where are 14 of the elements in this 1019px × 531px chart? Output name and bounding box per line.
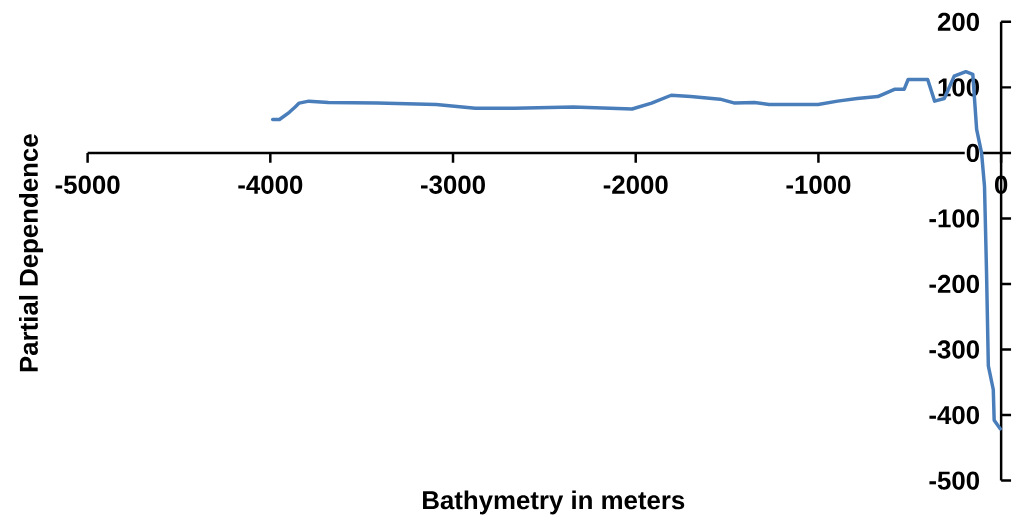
x-tick-label: -1000: [786, 175, 851, 194]
y-tick-label: -500: [929, 471, 980, 490]
y-tick-label: 200: [937, 12, 980, 31]
y-tick-label: 0: [966, 143, 980, 162]
y-axis-title: Partial Dependence: [18, 134, 44, 372]
y-tick-label: -100: [929, 209, 980, 228]
x-tick-label: -2000: [603, 175, 668, 194]
y-tick-label: -400: [929, 405, 980, 425]
x-axis-title: Bathymetry in meters: [423, 490, 685, 515]
x-tick-label: -4000: [238, 175, 303, 194]
y-tick-label: -300: [929, 340, 980, 359]
x-tick-label: -5000: [55, 175, 120, 194]
y-tick-label: -200: [929, 274, 980, 294]
x-tick-label: -3000: [421, 175, 485, 194]
